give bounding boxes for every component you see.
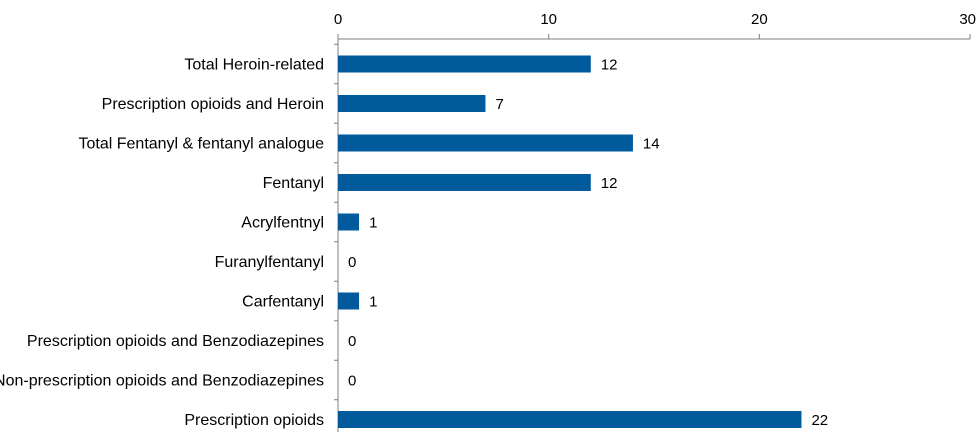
x-tick-label: 30: [959, 11, 976, 28]
category-label: Prescription opioids and Benzodiazepines: [27, 333, 324, 350]
category-labels: Total Heroin-related Prescription opioids…: [0, 57, 324, 430]
category-label: Total Fentanyl & fentanyl analogue: [79, 136, 325, 153]
data-label: 12: [601, 57, 618, 74]
bar: [338, 292, 360, 310]
data-label: 22: [811, 412, 828, 429]
category-label: Total Heroin-related: [184, 57, 324, 74]
data-label: 14: [643, 136, 660, 153]
x-axis: 0 10 20 30: [334, 11, 976, 40]
category-label: Prescription opioids: [184, 412, 324, 429]
bars: [338, 55, 802, 428]
category-label: Carfentanyl: [242, 294, 324, 311]
category-label: Acrylfentnyl: [241, 215, 324, 232]
data-label: 12: [601, 175, 618, 192]
data-label: 1: [369, 215, 377, 232]
data-label: 7: [495, 96, 503, 113]
category-label: Fentanyl: [263, 175, 324, 192]
bar: [338, 95, 486, 112]
bar: [338, 213, 360, 231]
bar: [338, 174, 591, 191]
bar: [338, 411, 802, 428]
category-label: Non-prescription opioids and Benzodiazep…: [0, 373, 324, 390]
x-tick-label: 10: [540, 11, 557, 28]
bar: [338, 134, 633, 152]
data-label: 0: [348, 333, 356, 350]
x-tick-label: 0: [334, 11, 342, 28]
data-label: 0: [348, 373, 356, 390]
y-axis: [334, 39, 339, 432]
data-label: 1: [369, 294, 377, 311]
data-label: 0: [348, 254, 356, 271]
bar: [338, 55, 591, 73]
category-label: Furanylfentanyl: [215, 254, 324, 271]
x-tick-label: 20: [751, 11, 768, 28]
category-label: Prescription opioids and Heroin: [102, 96, 324, 113]
